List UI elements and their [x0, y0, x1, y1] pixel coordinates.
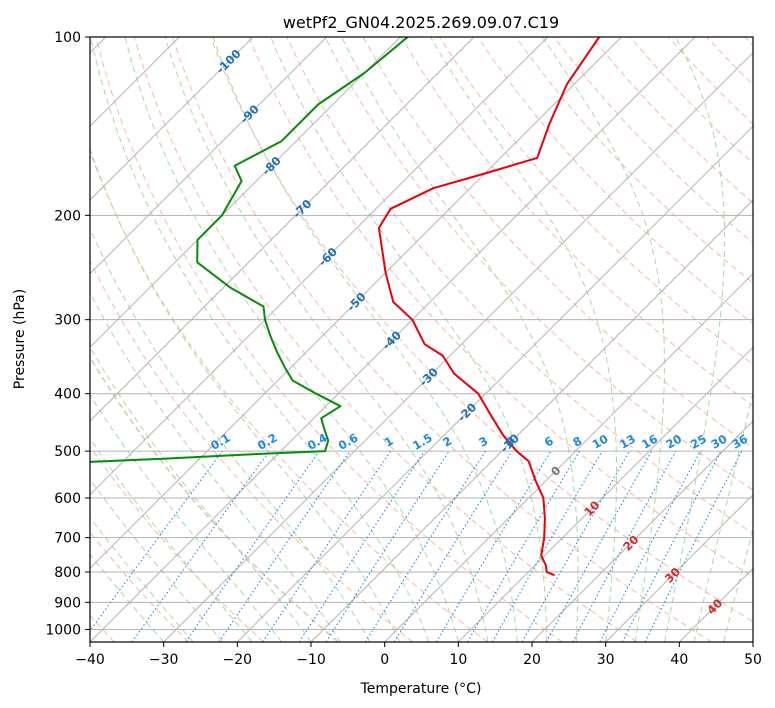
y-tick-label: 1000 — [45, 622, 81, 638]
mixing-ratio-line — [545, 450, 653, 642]
moist-adiabat-line — [124, 37, 459, 642]
isotherm-line — [457, 346, 753, 642]
isotherm-line — [90, 37, 549, 496]
isotherm-line — [90, 37, 401, 349]
isotherm-line — [531, 420, 753, 642]
mixing-ratio-label: 25 — [688, 432, 709, 452]
y-axis-ticks: 100 200 300 400 500 600 700 800 900 1000 — [45, 30, 90, 638]
isotherms — [90, 37, 753, 642]
isotherm-line — [90, 37, 696, 642]
y-axis-label: Pressure (hPa) — [12, 289, 28, 389]
isotherm-line — [605, 493, 753, 642]
x-tick-label: 40 — [670, 652, 688, 668]
mixing-ratio-line — [90, 450, 223, 632]
x-tick-label: 0 — [380, 652, 389, 668]
y-tick-label: 100 — [54, 30, 81, 46]
mixing-ratio-label: 10 — [590, 432, 611, 452]
dry-adiabat-line — [95, 37, 563, 642]
mixing-ratio-lines — [90, 450, 743, 642]
mixing-ratio-line — [131, 450, 270, 642]
moist-adiabat-line — [90, 394, 282, 642]
mixing-ratio-label: 13 — [617, 432, 638, 452]
mixing-ratio-line — [298, 450, 425, 642]
isotherm-line — [90, 37, 328, 275]
pressure-gridlines — [90, 37, 753, 630]
dry-adiabat-line — [90, 445, 264, 642]
dry-adiabat-line — [133, 37, 638, 642]
isotherm-line — [90, 37, 475, 422]
isotherm-line — [310, 199, 753, 642]
moist-adiabat-line — [212, 37, 518, 642]
moist-adiabat-line — [90, 478, 223, 642]
mixing-ratio-label: 36 — [729, 432, 750, 452]
dry-adiabat-line — [248, 37, 753, 578]
isotherm-line — [90, 37, 254, 201]
moist-adiabat-line — [90, 553, 165, 642]
mixing-ratio-label: 16 — [639, 432, 660, 452]
mixing-ratio-line — [185, 450, 320, 642]
moist-adiabat-line — [270, 37, 548, 642]
dry-adiabat-line — [286, 37, 753, 534]
moist-adiabat-line — [90, 37, 430, 642]
y-tick-label: 900 — [54, 595, 81, 611]
y-tick-label: 800 — [54, 565, 81, 581]
mixing-ratio-line — [262, 450, 392, 642]
mixing-ratio-label: 30 — [709, 432, 730, 452]
x-tick-label: 10 — [449, 652, 467, 668]
isotherm-line — [384, 272, 753, 642]
mixing-ratio-line — [393, 450, 513, 642]
y-tick-label: 600 — [54, 491, 81, 507]
dry-adiabats — [90, 37, 753, 642]
moist-adiabat-line — [693, 390, 753, 642]
moist-adiabat-line — [430, 37, 617, 642]
moist-adiabat-line — [341, 37, 579, 642]
x-tick-label: 50 — [744, 652, 762, 668]
x-axis-label: Temperature (°C) — [360, 681, 482, 697]
x-tick-label: 30 — [597, 652, 615, 668]
mixing-ratio-line — [572, 450, 677, 642]
moist-adiabat-line — [723, 528, 753, 642]
moist-adiabat-line — [90, 227, 371, 642]
mixing-ratio-line — [218, 450, 351, 642]
x-tick-label: −10 — [296, 652, 326, 668]
isotherm-line — [90, 37, 622, 570]
moist-adiabat-line — [90, 516, 194, 642]
y-tick-label: 300 — [54, 313, 81, 329]
y-tick-label: 500 — [54, 444, 81, 460]
temperature-profile-line — [377, 37, 601, 577]
mixing-ratio-line — [644, 450, 743, 642]
moist-adiabat-line — [542, 37, 665, 642]
mixing-ratio-label: 20 — [663, 432, 684, 452]
moist-adiabats — [90, 37, 753, 642]
moist-adiabat-line — [664, 37, 726, 642]
isotherm-line — [163, 51, 753, 642]
moist-adiabat-line — [90, 437, 253, 642]
dry-adiabat-line — [90, 355, 339, 642]
y-tick-label: 200 — [54, 208, 81, 224]
chart-title: wetPf2_GN04.2025.269.09.07.C19 — [283, 13, 559, 33]
dry-adiabat-line — [171, 37, 712, 642]
dry-adiabat-line — [210, 37, 753, 623]
y-tick-label: 400 — [54, 387, 81, 403]
y-tick-label: 700 — [54, 531, 81, 547]
dewpoint-profile-line — [90, 37, 409, 463]
dry-adiabat-line — [515, 37, 753, 284]
plot-frame — [89, 36, 754, 643]
x-tick-label: −40 — [75, 652, 105, 668]
x-tick-label: −30 — [149, 652, 179, 668]
moist-adiabat-line — [90, 291, 341, 642]
dry-adiabat-line — [324, 37, 753, 491]
x-tick-label: 20 — [523, 652, 541, 668]
dry-adiabat-line — [90, 259, 414, 642]
isotherm-line — [236, 125, 753, 642]
mixing-ratio-line — [325, 450, 450, 642]
profile-series — [90, 37, 601, 577]
mixing-ratio-line — [521, 450, 630, 642]
x-tick-label: −20 — [223, 652, 253, 668]
x-axis-ticks: −40 −30 −20 −10 0 10 20 30 40 50 — [75, 642, 762, 668]
